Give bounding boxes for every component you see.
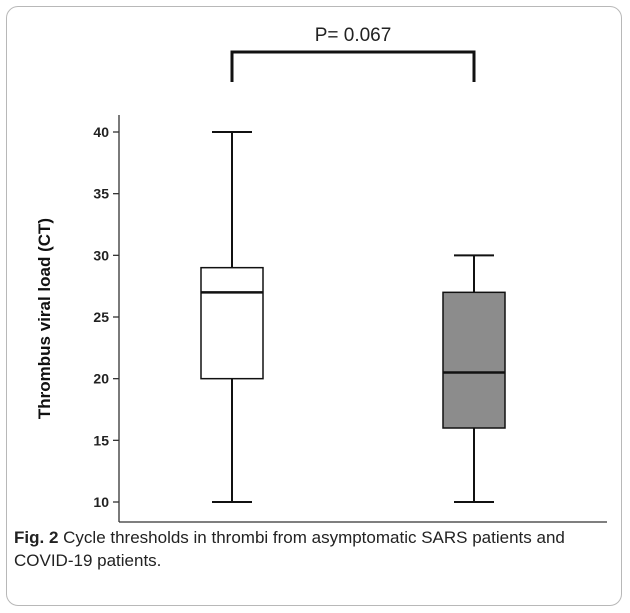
iqr-box xyxy=(442,291,506,429)
caption-text: Cycle thresholds in thrombi from asympto… xyxy=(14,528,565,570)
y-tick-label: 20 xyxy=(93,371,109,387)
box-asap xyxy=(200,131,264,503)
y-ticks: 10 15 20 25 30 35 40 xyxy=(93,124,119,510)
caption-label: Fig. 2 xyxy=(14,528,59,547)
significance-bracket: P= 0.067 xyxy=(230,25,476,82)
y-tick-label: 35 xyxy=(93,186,109,202)
y-tick-label: 15 xyxy=(93,432,109,448)
boxes xyxy=(200,131,506,503)
y-tick-label: 30 xyxy=(93,247,109,263)
y-tick-label: 40 xyxy=(93,124,109,140)
y-axis-label: Thrombus viral load (CT) xyxy=(35,218,54,419)
axes xyxy=(118,115,607,523)
box-covid-19 xyxy=(442,254,506,503)
iqr-box xyxy=(200,266,264,380)
p-value-label: P= 0.067 xyxy=(315,25,392,46)
y-tick-label: 10 xyxy=(93,494,109,510)
figure-frame xyxy=(6,6,622,606)
bracket-line xyxy=(230,50,476,82)
y-tick-label: 25 xyxy=(93,309,109,325)
figure-caption: Fig. 2 Cycle thresholds in thrombi from … xyxy=(14,526,618,572)
